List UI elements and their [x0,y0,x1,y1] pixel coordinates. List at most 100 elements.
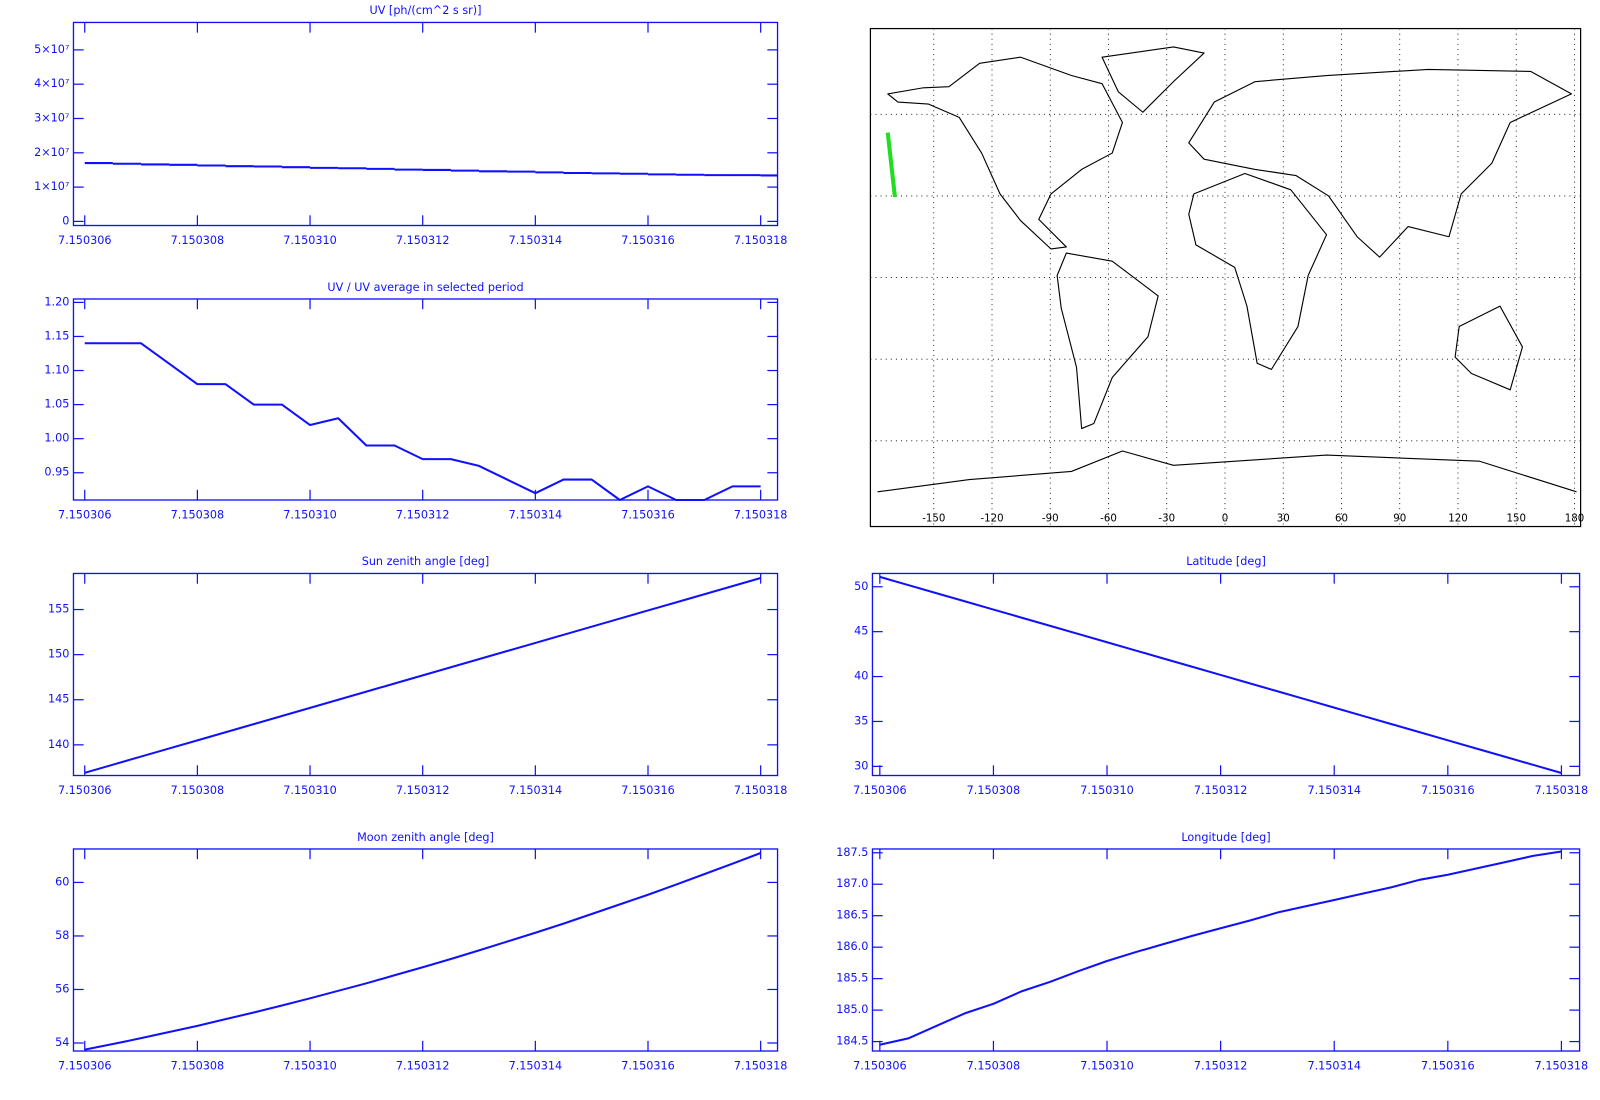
y-tick-label: 54 [55,1036,69,1049]
x-tick-label: 7.150312 [1194,1059,1248,1072]
map-x-label: -150 [922,513,945,524]
map-x-label: 150 [1507,513,1526,524]
x-tick-label: 7.150310 [1080,784,1134,797]
y-tick-label: 4×10⁷ [34,77,69,90]
y-tick-label: 1.10 [44,364,69,377]
y-tick-label: 1.15 [44,329,69,342]
chart-title: Sun zenith angle [deg] [362,555,490,568]
chart-title: Moon zenith angle [deg] [357,831,494,844]
south-america [1056,252,1159,430]
data-line [84,342,761,502]
data-line [879,850,1562,1046]
map-frame [869,27,1582,528]
y-tick-label: 140 [48,738,69,751]
x-tick-label: 7.150318 [734,234,788,247]
y-tick-label: 40 [854,670,868,683]
x-tick-label: 7.150316 [1421,784,1475,797]
y-tick-label: 145 [48,693,69,706]
x-tick-label: 7.150306 [58,1059,112,1072]
y-tick-label: 58 [55,929,69,942]
y-tick-label: 1.00 [44,432,69,445]
chart-title: UV [ph/(cm^2 s sr)] [369,4,481,17]
x-tick-label: 7.150310 [283,508,337,521]
x-tick-label: 7.150306 [58,508,112,521]
plot-frame [871,572,1581,777]
latitude-grid [870,113,1581,442]
y-tick-label: 187.0 [836,877,868,890]
y-tick-label: 2×10⁷ [34,146,69,159]
data-line [879,575,1562,774]
y-tick-label: 155 [48,603,69,616]
x-tick-label: 7.150316 [621,784,675,797]
x-tick-label: 7.150308 [171,1059,225,1072]
africa [1188,172,1328,370]
y-tick-label: 184.5 [836,1035,868,1048]
x-tick-label: 7.150308 [171,508,225,521]
y-tick-label: 35 [854,714,868,727]
x-tick-label: 7.150310 [283,1059,337,1072]
map-x-label: 0 [1222,513,1228,524]
x-tick-label: 7.150306 [853,1059,907,1072]
data-line [84,576,761,774]
x-tick-label: 7.150314 [509,784,563,797]
map-x-label: -90 [1042,513,1059,524]
x-tick-label: 7.150310 [283,234,337,247]
x-tick-label: 7.150318 [1535,784,1589,797]
map-x-label: -120 [980,513,1003,524]
x-tick-label: 7.150318 [734,1059,788,1072]
y-tick-label: 186.5 [836,909,868,922]
x-tick-label: 7.150310 [283,784,337,797]
x-tick-label: 7.150306 [58,784,112,797]
y-tick-label: 150 [48,648,69,661]
y-tick-label: 1.05 [44,398,69,411]
x-tick-label: 7.150314 [509,234,563,247]
y-tick-label: 56 [55,982,69,995]
world-map: -150 -120 -90 -60 -30 0 30 60 90 120 150 180 [869,27,1584,528]
x-tick-label: 7.150308 [967,784,1021,797]
chart-title: Latitude [deg] [1186,555,1266,568]
x-tick-label: 7.150314 [1307,784,1361,797]
x-tick-label: 7.150318 [734,784,788,797]
x-tick-label: 7.150316 [621,508,675,521]
chart-title: Longitude [deg] [1181,831,1270,844]
y-tick-label: 45 [854,625,868,638]
x-tick-label: 7.150312 [1194,784,1248,797]
map-x-label: 90 [1393,513,1406,524]
map-x-label: 60 [1335,513,1348,524]
antarctica [877,450,1577,493]
map-x-label: -60 [1100,513,1117,524]
x-tick-label: 7.150308 [171,784,225,797]
x-tick-label: 7.150308 [171,234,225,247]
greenland [1101,46,1205,113]
y-tick-label: 0.95 [44,466,69,479]
y-tick-label: 0 [62,214,69,227]
y-tick-label: 1.20 [44,295,69,308]
x-tick-label: 7.150314 [1307,1059,1361,1072]
map-x-label: 120 [1448,513,1467,524]
x-tick-label: 7.150316 [621,1059,675,1072]
x-tick-label: 7.150312 [396,508,450,521]
plot-frame [72,21,779,227]
x-tick-label: 7.150316 [621,234,675,247]
plot-frame [72,848,779,1052]
chart-title: UV / UV average in selected period [327,281,523,294]
data-line [84,852,762,1051]
y-tick-label: 185.5 [836,972,868,985]
australia [1454,305,1524,391]
x-tick-label: 7.150312 [396,1059,450,1072]
x-tick-label: 7.150312 [396,784,450,797]
y-tick-label: 30 [854,759,868,772]
y-tick-label: 3×10⁷ [34,111,69,124]
plot-frame [72,298,779,501]
y-tick-label: 5×10⁷ [34,43,69,56]
north-america [887,56,1124,250]
satellite-track [885,132,897,198]
y-tick-label: 50 [854,580,868,593]
x-tick-label: 7.150312 [396,234,450,247]
x-tick-label: 7.150318 [734,508,788,521]
y-tick-label: 185.0 [836,1003,868,1016]
map-x-label: 180 [1565,513,1584,524]
map-x-label: -30 [1158,513,1175,524]
